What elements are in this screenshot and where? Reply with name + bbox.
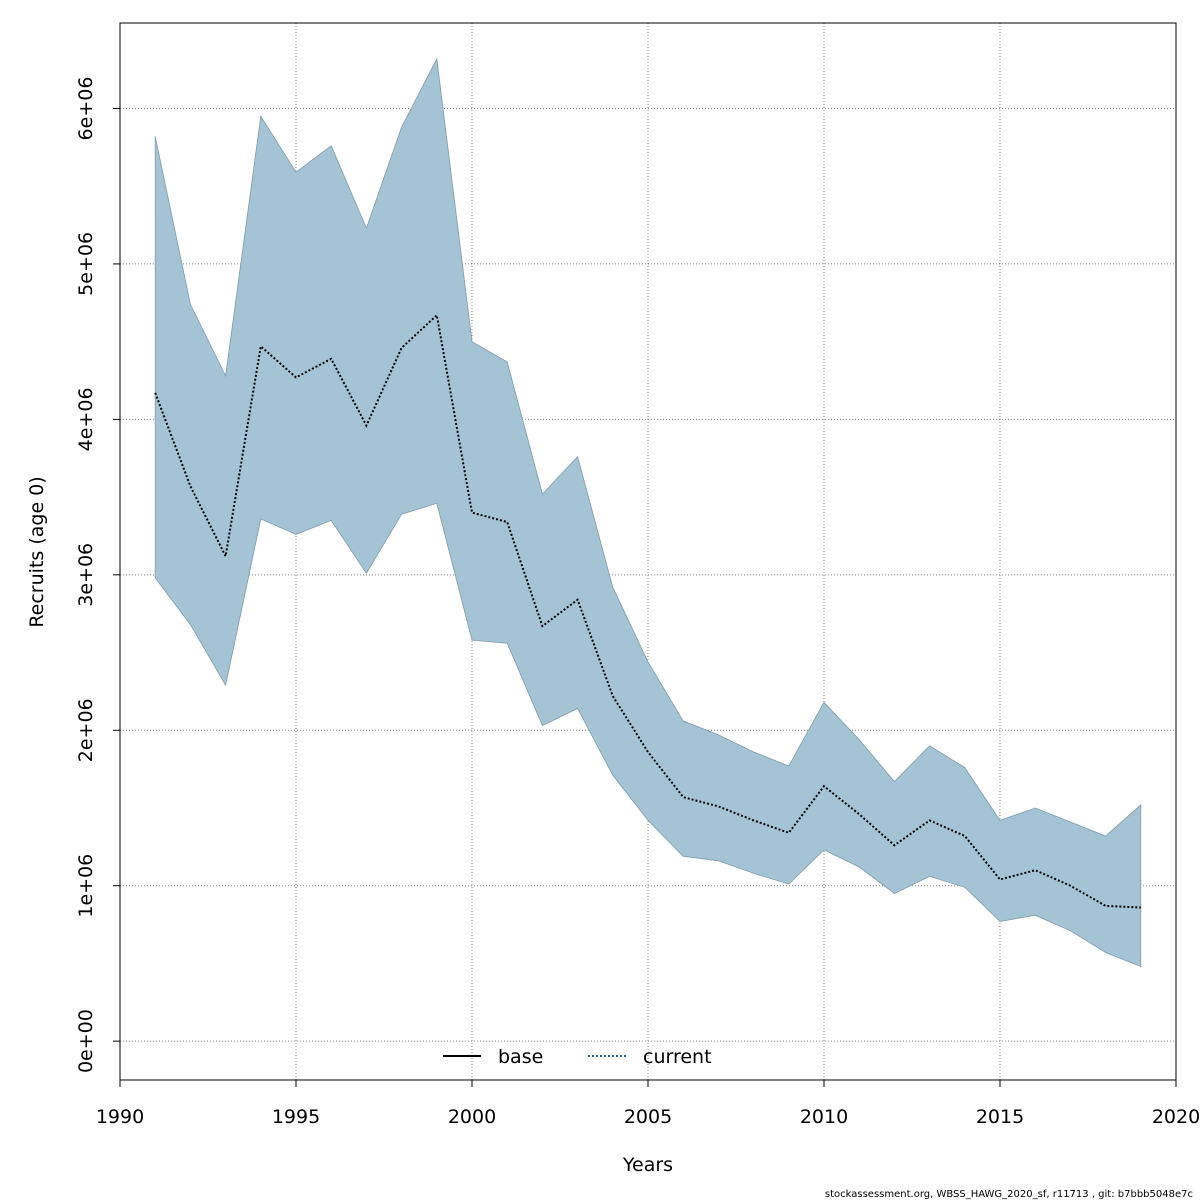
- confidence-band: [154, 57, 1142, 968]
- legend-base-label: base: [498, 1046, 543, 1068]
- y-tick-label: 3e+06: [75, 543, 97, 607]
- y-axis-title: Recruits (age 0): [26, 476, 48, 627]
- x-tick-label: 2010: [800, 1106, 848, 1128]
- plot-frame: [119, 22, 1177, 1081]
- x-tick-label: 2020: [1152, 1106, 1200, 1128]
- y-axis: 0e+00 1e+06 2e+06 3e+06 4e+06 5e+06 6e+06: [75, 77, 121, 1073]
- legend-current-label: current: [643, 1046, 712, 1068]
- y-tick-label: 4e+06: [75, 387, 97, 451]
- legend: base current: [443, 1046, 712, 1068]
- y-tick-label: 6e+06: [75, 77, 97, 141]
- x-tick-label: 1995: [272, 1106, 320, 1128]
- x-tick-label: 2015: [976, 1106, 1024, 1128]
- y-tick-label: 1e+06: [75, 854, 97, 918]
- x-tick-label: 2005: [624, 1106, 672, 1128]
- x-axis: 1990 1995 2000 2005 2010 2015 2020: [96, 1079, 1200, 1128]
- current-series-line: [154, 313, 1141, 909]
- x-tick-label: 1990: [96, 1106, 144, 1128]
- footer-credit: stockassessment.org, WBSS_HAWG_2020_sf, …: [825, 1189, 1193, 1200]
- y-tick-label: 5e+06: [75, 232, 97, 296]
- y-tick-label: 0e+00: [75, 1009, 97, 1073]
- x-axis-title: Years: [622, 1154, 673, 1176]
- x-tick-label: 2000: [448, 1106, 496, 1128]
- y-tick-label: 2e+06: [75, 698, 97, 762]
